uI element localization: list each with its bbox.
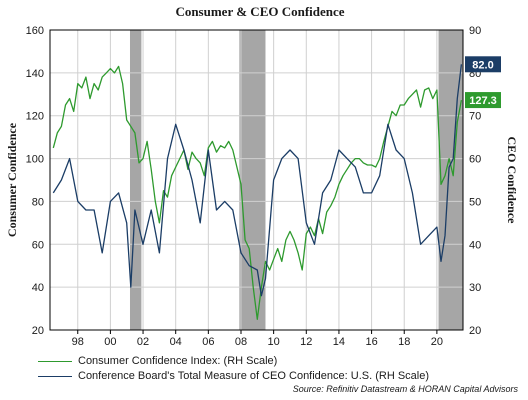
plot-frame <box>49 29 464 331</box>
right-tick-label: 40 <box>469 239 481 251</box>
left-tick-label: 160 <box>26 25 44 37</box>
x-tick-label: 06 <box>202 336 214 348</box>
x-tick-label: 02 <box>137 336 149 348</box>
recession-band <box>129 30 142 330</box>
x-tick-label: 18 <box>398 336 410 348</box>
right-tick-label: 50 <box>469 196 481 208</box>
x-tick-label: 10 <box>268 336 280 348</box>
series-lines <box>52 64 463 320</box>
legend-item-ceo: Conference Board's Total Measure of CEO … <box>38 369 429 384</box>
end-label-text: 127.3 <box>469 95 497 107</box>
left-axis: 20 40 60 80 100 120 140 160 <box>26 25 44 337</box>
x-tick-label: 14 <box>333 336 345 348</box>
right-tick-label: 30 <box>469 282 481 294</box>
x-tick-label: 16 <box>365 336 377 348</box>
x-tick-label: 20 <box>431 336 443 348</box>
right-tick-label: 20 <box>469 325 481 337</box>
left-tick-label: 20 <box>32 325 44 337</box>
legend-label-ceo: Conference Board's Total Measure of CEO … <box>78 370 430 382</box>
x-tick-label: 00 <box>104 336 116 348</box>
right-tick-label: 90 <box>469 25 481 37</box>
ceo-confidence-line <box>52 64 463 297</box>
chart-title: Consumer & CEO Confidence <box>175 4 344 19</box>
x-tick-label: 04 <box>170 336 182 348</box>
right-axis-title: CEO Confidence <box>505 137 519 225</box>
x-tick-label: 98 <box>72 336 84 348</box>
end-labels: 82.0 127.3 <box>465 56 501 109</box>
source-note: Source: Refinitiv Datastream & HORAN Cap… <box>292 384 518 394</box>
left-tick-label: 120 <box>26 111 44 123</box>
x-tick-label: 12 <box>300 336 312 348</box>
left-tick-label: 100 <box>26 154 44 166</box>
recession-band <box>438 30 463 330</box>
legend-item-consumer: Consumer Confidence Index: (RH Scale) <box>38 354 429 369</box>
x-tick-label: 08 <box>235 336 247 348</box>
end-label-box <box>465 92 501 109</box>
left-tick-label: 40 <box>32 282 44 294</box>
left-tick-label: 140 <box>26 68 44 80</box>
end-label-box <box>465 56 501 73</box>
legend: Consumer Confidence Index: (RH Scale) Co… <box>38 354 429 384</box>
legend-swatch-consumer <box>38 361 72 362</box>
right-tick-label: 60 <box>469 154 481 166</box>
end-label-text: 82.0 <box>472 59 493 71</box>
x-axis: 98 00 02 04 06 08 10 12 14 16 18 20 <box>72 330 443 348</box>
legend-swatch-ceo <box>38 376 72 377</box>
right-tick-label: 70 <box>469 111 481 123</box>
consumer-confidence-line <box>52 65 463 320</box>
left-tick-label: 60 <box>32 239 44 251</box>
legend-label-consumer: Consumer Confidence Index: (RH Scale) <box>78 355 278 367</box>
left-axis-title: Consumer Confidence <box>5 122 19 237</box>
recession-shading <box>129 30 463 330</box>
left-tick-label: 80 <box>32 196 44 208</box>
